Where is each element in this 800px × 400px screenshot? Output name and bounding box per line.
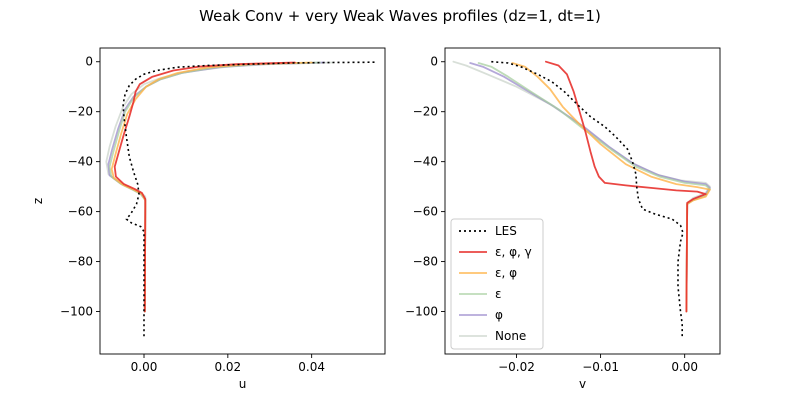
legend-label-3: ε — [495, 287, 502, 301]
series-line-p1-5 — [122, 61, 375, 337]
legend-label-0: LES — [495, 224, 517, 238]
y-tick-label-p1-5: −100 — [60, 305, 93, 319]
x-tick-label-p1-0: 0.00 — [131, 360, 158, 374]
y-tick-label-p2-4: −80 — [413, 255, 438, 269]
y-tick-label-p2-2: −40 — [413, 155, 438, 169]
series-line-p1-1 — [107, 61, 326, 313]
x-axis-label-p1: u — [239, 377, 247, 391]
x-tick-label-p1-1: 0.02 — [214, 360, 241, 374]
x-tick-label-p2-0: −0.02 — [498, 360, 535, 374]
y-tick-label-p2-3: −60 — [413, 205, 438, 219]
y-tick-label-p2-0: 0 — [430, 55, 438, 69]
axes-frame-2 — [444, 47, 721, 355]
axes-frame-1 — [99, 47, 386, 355]
legend-label-4: φ — [495, 308, 503, 322]
x-tick-label-p2-2: 0.00 — [671, 360, 698, 374]
series-line-p1-3 — [110, 61, 313, 313]
series-line-p1-4 — [113, 61, 296, 313]
y-axis-label-p1: z — [31, 198, 45, 204]
series-line-p2-3 — [511, 62, 711, 313]
legend-label-1: ε, φ, γ — [495, 245, 532, 259]
y-tick-label-p1-0: 0 — [85, 55, 93, 69]
y-tick-label-p2-5: −100 — [405, 305, 438, 319]
legend-label-5: None — [495, 329, 526, 343]
y-tick-label-p2-1: −20 — [413, 105, 438, 119]
y-tick-label-p1-2: −40 — [68, 155, 93, 169]
series-line-p1-2 — [108, 61, 321, 313]
x-tick-label-p2-1: −0.01 — [582, 360, 619, 374]
figure-title: Weak Conv + very Weak Waves profiles (dz… — [199, 7, 601, 25]
x-tick-label-p1-2: 0.04 — [298, 360, 325, 374]
series-line-p1-0 — [105, 61, 334, 313]
y-tick-label-p1-3: −60 — [68, 205, 93, 219]
y-tick-label-p1-4: −80 — [68, 255, 93, 269]
series-line-p2-4 — [545, 60, 707, 313]
legend-label-2: ε, φ — [495, 266, 517, 280]
y-tick-label-p1-1: −20 — [68, 105, 93, 119]
x-axis-label-p2: v — [579, 377, 586, 391]
